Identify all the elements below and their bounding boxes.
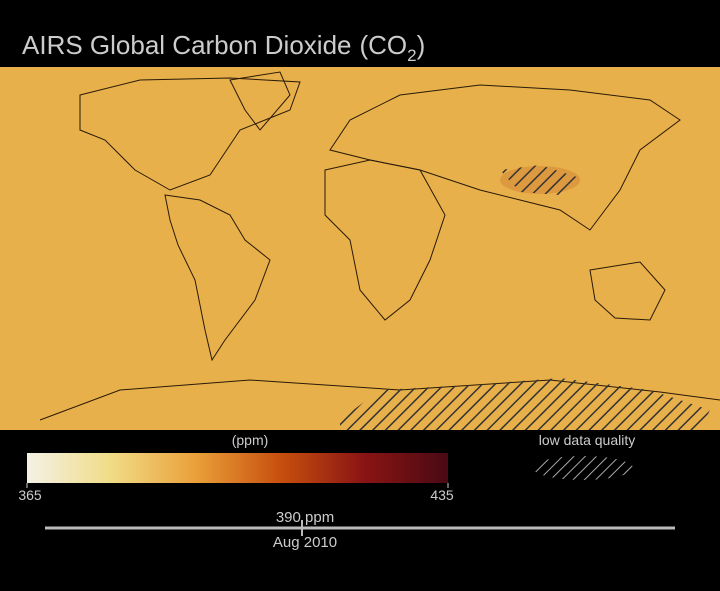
current-value: 390 ppm: [276, 509, 334, 526]
hatch-label: low data quality: [539, 432, 636, 448]
colorbar-min: 365: [18, 487, 42, 503]
colorbar-max: 435: [430, 487, 454, 503]
colorbar: [27, 453, 448, 483]
legend-unit: (ppm): [232, 432, 269, 448]
title: AIRS Global Carbon Dioxide (CO2): [22, 30, 425, 65]
map: [0, 67, 720, 430]
hatch-swatch: [533, 456, 633, 480]
date: Aug 2010: [273, 534, 337, 551]
